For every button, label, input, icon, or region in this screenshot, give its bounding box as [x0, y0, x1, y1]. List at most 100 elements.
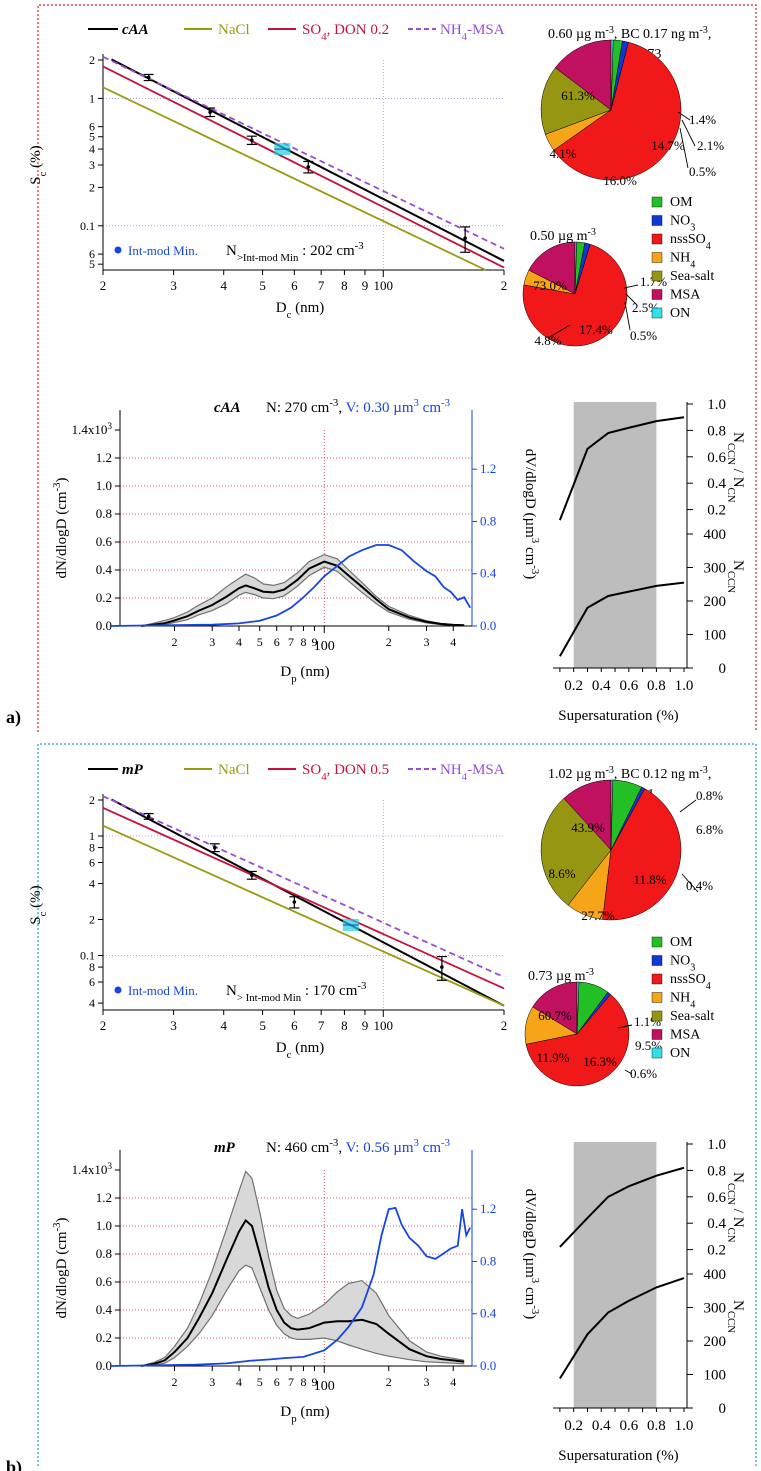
data-point	[146, 814, 151, 819]
x-tick-label: 9	[311, 635, 317, 649]
number-uncertainty-band	[141, 1171, 465, 1366]
x-tick-label: 7	[288, 1375, 294, 1389]
y2-tick-label: 0.0	[480, 618, 496, 633]
sc-y-axis-label: Sc (%)	[28, 885, 49, 924]
panel-label-a: a)	[6, 707, 21, 728]
int-mod-label: Int-mod Min.	[128, 243, 198, 258]
sc-x-axis-label: Dc (nm)	[276, 1040, 325, 1061]
y-tick-label: 5	[89, 257, 95, 271]
size-plot-title: mP	[214, 1140, 236, 1156]
x-tick-label: 6	[274, 635, 280, 649]
y-tick-label: 1	[89, 91, 95, 105]
legend-swatch-om	[651, 936, 663, 948]
pie-leader-line	[624, 301, 631, 331]
ccn-y-tick-label: 300	[704, 561, 727, 577]
y2-tick-label: 1.2	[480, 1201, 496, 1216]
size-y-axis-label: dN/dlogD (cm-3)	[51, 1217, 70, 1318]
pie-bottom-a: 0.50 µg m-373.0%4.8%17.4%1.7%2.5%0.5%	[522, 227, 667, 348]
x-tick-label: 5	[257, 1375, 263, 1389]
ccn-x-tick-label: 0.6	[619, 678, 638, 694]
x-tick-label: 2	[100, 1018, 107, 1033]
pie-label: 16.3%	[583, 1054, 617, 1069]
pie-slice-on	[576, 981, 580, 1035]
ccn-y-tick-label: 400	[704, 527, 727, 543]
pie-label: 8.6%	[548, 866, 575, 881]
y2-tick-label: 0.0	[480, 1358, 496, 1373]
pie-label: 2.1%	[697, 138, 724, 153]
nccn-line	[559, 581, 685, 657]
ccn-ratio-axis-label: NCCN / NCN	[725, 1172, 746, 1243]
x-tick-label: 3	[170, 278, 177, 293]
pie-top-header: 1.02 µg m-3, BC 0.12 ng m-3,	[548, 765, 711, 783]
pie-slice-msa	[532, 981, 578, 1035]
legend-label-sea-salt: Sea-salt	[670, 1009, 714, 1024]
legend-ambient: cAA	[122, 22, 149, 38]
so4-line	[102, 65, 505, 269]
legend-label-sea-salt: Sea-salt	[670, 269, 714, 284]
legend-label-om: OM	[670, 195, 693, 210]
ccn-x-tick-label: 0.4	[592, 678, 611, 694]
x-tick-label: 3	[423, 635, 429, 649]
size-plot-stats: N: 460 cm-3, V: 0.56 µm3 cm-3	[266, 1137, 450, 1156]
ccn-x-tick-label: 0.8	[647, 678, 666, 694]
legend-swatch-msa	[651, 1029, 663, 1040]
size-plot-b: 0.0 0.2 0.4 0.6 0.8 1.0 1.2 1.4x103 0.0 0.4 0.8 1.2…	[51, 1137, 541, 1425]
x-tick-label: 7	[288, 635, 294, 649]
ccn-y-tick-label: 1.0	[707, 1137, 726, 1153]
legend-so4: SO4, DON 0.2	[302, 22, 389, 43]
int-mod-count: N>Int-mod Min : 202 cm-3	[226, 240, 364, 264]
pie-slice-sea-salt	[540, 798, 612, 906]
y-tick-label: 6	[89, 975, 95, 989]
pie-label: 61.3%	[561, 88, 595, 103]
pie-label: 0.8%	[696, 788, 723, 803]
y-tick-label: 0.4	[96, 562, 113, 577]
legend-ambient: mP	[122, 762, 144, 778]
pie-leader-line	[617, 1024, 633, 1029]
pie-label: 0.6%	[630, 1066, 657, 1081]
ccn-y-tick-label: 0.8	[707, 423, 726, 439]
ccn-x-tick-label: 0.6	[619, 1418, 638, 1434]
panel-a-border	[37, 4, 757, 732]
y-tick-label: 6	[89, 120, 95, 134]
pie-slice-msa	[554, 39, 612, 111]
data-point	[249, 873, 254, 877]
x-tick-label: 2	[386, 1375, 392, 1389]
pie-slice-nssso4	[522, 243, 628, 347]
pie-label: 0.5%	[630, 328, 657, 343]
x-tick-label: 2	[171, 1375, 177, 1389]
ccn-y-tick-label: 0	[719, 661, 727, 677]
x-tick-label: 7	[318, 278, 325, 293]
legend-so4: SO4, DON 0.5	[302, 762, 389, 783]
ccn-ratio-line	[559, 1166, 685, 1248]
ccn-y-tick-label: 200	[704, 1334, 727, 1350]
y2-tick-label: 0.4	[480, 1306, 497, 1321]
pie-leader-line	[677, 111, 691, 121]
x-tick-label: 4	[450, 1375, 456, 1389]
size-plot-title: cAA	[214, 400, 241, 416]
y-tick-label: 0.6	[96, 1274, 113, 1289]
x-tick-label: 3	[209, 1375, 215, 1389]
size-x-axis-label: Dp (nm)	[280, 664, 329, 685]
x-tick-label: 2	[100, 278, 107, 293]
nccn-axis-label: NCCN	[725, 1300, 746, 1333]
legend-nacl: NaCl	[218, 762, 250, 778]
sc-x-axis-label: Dc (nm)	[276, 300, 325, 321]
legend-swatch-sea-salt	[651, 1010, 663, 1022]
pie-label: 6.8%	[696, 822, 723, 837]
legend-nacl: NaCl	[218, 22, 250, 38]
data-point	[463, 236, 467, 240]
y-tick-label: 4	[89, 996, 95, 1010]
pie-top-header: 0.60 µg m-3, BC 0.17 ng m-3,	[548, 25, 711, 43]
ccn-y-tick-label: 0.4	[707, 1216, 726, 1232]
y-tick-label: 8	[89, 960, 95, 974]
y-tick-label: 8	[89, 841, 95, 855]
volume-line	[109, 1206, 472, 1367]
ccn-y-tick-label: 0.6	[707, 1190, 726, 1206]
int-mod-count: N> Int-mod Min : 170 cm-3	[226, 980, 366, 1004]
ccn-plot-a: 0.2 0.4 0.6 0.8 1.0 0 100 200 300 400 0.2 0.4 0.6 0.8…	[553, 397, 746, 724]
y2-tick-label: 0.8	[480, 1253, 496, 1268]
pie-label: 17.4%	[579, 322, 613, 337]
x-tick-label: 9	[362, 278, 369, 293]
